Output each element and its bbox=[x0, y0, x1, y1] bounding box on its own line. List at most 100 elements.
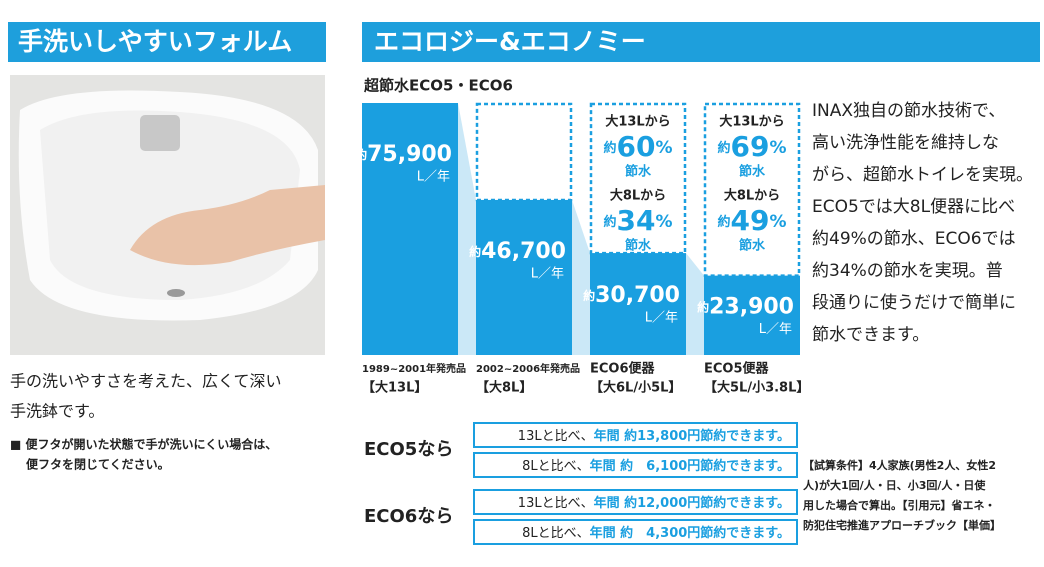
bar-caption: ECO6便器 bbox=[590, 361, 656, 377]
connector bbox=[458, 103, 476, 355]
conditions-line: 人)が大1回/人・日、小3回/人・日使 bbox=[803, 478, 986, 492]
bar-caption: 2002~2006年発売品 bbox=[476, 362, 580, 375]
saving-word: 節水 bbox=[625, 164, 652, 180]
bar-value: 約75,900 bbox=[355, 142, 452, 167]
saving-pct-part: 約 bbox=[717, 140, 730, 156]
bar-unit: L／年 bbox=[417, 170, 450, 185]
bar-value: 約30,700 bbox=[583, 283, 680, 308]
comparison-row-part: 節約できます。 bbox=[700, 428, 790, 444]
comparison-row: 8Lと比べ、年間 約 6,100円節約できます。 bbox=[522, 458, 790, 474]
bar-caption: 【大6L/小5L】 bbox=[590, 380, 681, 396]
saving-pct-part: 約 bbox=[603, 140, 616, 156]
conditions-line: 防犯住宅推進アプローチブック【単価】 bbox=[803, 518, 1001, 532]
comparison-box bbox=[473, 519, 798, 545]
paragraph-line: INAX独自の節水技術で、 bbox=[812, 101, 1005, 121]
chart-title: 超節水ECO5・ECO6 bbox=[363, 77, 513, 95]
saving-pct: 約69% bbox=[717, 130, 786, 163]
paragraph-line: 段通りに使うだけで簡単に bbox=[812, 292, 1016, 313]
caption-line: 手洗鉢です。 bbox=[10, 402, 104, 421]
comparison-row-part: 13Lと比べ、 bbox=[518, 429, 594, 444]
comparison-row-part: 節約できます。 bbox=[700, 495, 790, 511]
bar-unit: L／年 bbox=[645, 311, 678, 326]
bar bbox=[704, 275, 800, 355]
bar bbox=[476, 199, 572, 355]
bar-value-part: 約 bbox=[583, 288, 595, 303]
saving-from: 大8Lから bbox=[610, 188, 666, 204]
comparison-row-part: 節約できます。 bbox=[700, 525, 790, 541]
saving-pct-part: 69 bbox=[731, 130, 770, 163]
saving-pct-part: % bbox=[769, 138, 786, 158]
paragraph-line: 節水できます。 bbox=[812, 325, 929, 345]
comparison-label: ECO5なら bbox=[364, 439, 453, 460]
bar bbox=[362, 103, 458, 355]
comparison-row-part: 年間 約 6,100円 bbox=[590, 458, 701, 474]
bar-caption: 【大13L】 bbox=[362, 380, 427, 396]
saving-from: 大13Lから bbox=[605, 114, 670, 130]
saving-pct-part: 49 bbox=[731, 204, 770, 237]
faucet bbox=[140, 115, 180, 151]
saving-pct-part: 60 bbox=[617, 130, 656, 163]
saving-pct-part: 34 bbox=[617, 204, 656, 237]
comparison-box bbox=[473, 489, 798, 515]
connector bbox=[686, 253, 704, 355]
saving-word: 節水 bbox=[625, 238, 652, 254]
saving-pct-part: % bbox=[655, 138, 672, 158]
saving-pct-part: % bbox=[769, 212, 786, 232]
right-heading: エコロジー&エコノミー bbox=[374, 27, 646, 56]
paragraph-line: 約49%の節水、ECO6では bbox=[812, 229, 1016, 249]
bar-value-part: 23,900 bbox=[709, 294, 794, 319]
saving-pct: 約49% bbox=[717, 204, 786, 237]
paragraph-line: がら、超節水トイレを実現。 bbox=[812, 165, 1033, 185]
saving-word: 節水 bbox=[739, 238, 766, 254]
bar-caption: 【大8L】 bbox=[476, 380, 532, 396]
drain bbox=[167, 289, 185, 297]
bar bbox=[590, 253, 686, 355]
paragraph-line: ECO5では大8L便器に比べ bbox=[812, 197, 1015, 217]
comparison-row-part: 年間 約 4,300円 bbox=[590, 525, 701, 541]
comparison-row: 13Lと比べ、年間 約12,000円節約できます。 bbox=[518, 495, 790, 511]
right-heading-band bbox=[362, 22, 1040, 62]
saving-pct: 約60% bbox=[603, 130, 672, 163]
comparison-row-part: 節約できます。 bbox=[700, 458, 790, 474]
bar-unit: L／年 bbox=[531, 266, 564, 281]
bar-value: 約46,700 bbox=[469, 239, 566, 264]
saving-pct-part: % bbox=[655, 212, 672, 232]
saving-from: 大13Lから bbox=[719, 114, 784, 130]
note-line: 便フタを閉じてください。 bbox=[26, 457, 170, 472]
bar-value-part: 約 bbox=[469, 243, 481, 258]
comparison-box bbox=[473, 422, 798, 448]
bar-value-part: 約 bbox=[697, 299, 709, 314]
paragraph-line: 約34%の節水を実現。普 bbox=[812, 261, 1003, 281]
conditions-line: 用した場合で算出。【引用元】省エネ・ bbox=[803, 498, 996, 512]
comparison-row-part: 年間 約12,000円 bbox=[594, 495, 701, 511]
comparison-row: 8Lと比べ、年間 約 4,300円節約できます。 bbox=[522, 525, 790, 541]
saving-pct: 約34% bbox=[603, 204, 672, 237]
bar-caption: 【大5L/小3.8L】 bbox=[704, 380, 809, 396]
bar-caption: ECO5便器 bbox=[704, 361, 770, 377]
bar-value-part: 30,700 bbox=[595, 283, 680, 308]
caption-line: 手の洗いやすさを考えた、広くて深い bbox=[10, 372, 282, 391]
comparison-box bbox=[473, 452, 798, 478]
bar-value-part: 75,900 bbox=[367, 142, 452, 167]
saving-pct-part: 約 bbox=[603, 214, 616, 230]
comparison-row-part: 8Lと比べ、 bbox=[522, 526, 590, 541]
conditions-line: 【試算条件】4人家族(男性2人、女性2 bbox=[803, 458, 996, 472]
comparison-row-part: 13Lと比べ、 bbox=[518, 496, 594, 511]
connector bbox=[572, 199, 590, 355]
left-heading-band bbox=[8, 22, 326, 62]
comparison-label: ECO6なら bbox=[364, 506, 453, 527]
bar-value-part: 46,700 bbox=[481, 239, 566, 264]
sink-photo bbox=[10, 75, 325, 355]
bar-caption: 1989~2001年発売品 bbox=[362, 362, 466, 375]
paragraph-line: 高い洗浄性能を維持しな bbox=[812, 133, 999, 153]
comparison-row-part: 年間 約13,800円 bbox=[594, 428, 701, 444]
saving-word: 節水 bbox=[739, 164, 766, 180]
bar-unit: L／年 bbox=[759, 322, 792, 337]
saving-pct-part: 約 bbox=[717, 214, 730, 230]
comparison-row: 13Lと比べ、年間 約13,800円節約できます。 bbox=[518, 428, 790, 444]
dashed-outline bbox=[475, 102, 573, 202]
left-heading: 手洗いしやすいフォルム bbox=[18, 27, 292, 56]
comparison-row-part: 8Lと比べ、 bbox=[522, 459, 590, 474]
note-line: ■ 便フタが開いた状態で手が洗いにくい場合は、 bbox=[10, 437, 277, 452]
